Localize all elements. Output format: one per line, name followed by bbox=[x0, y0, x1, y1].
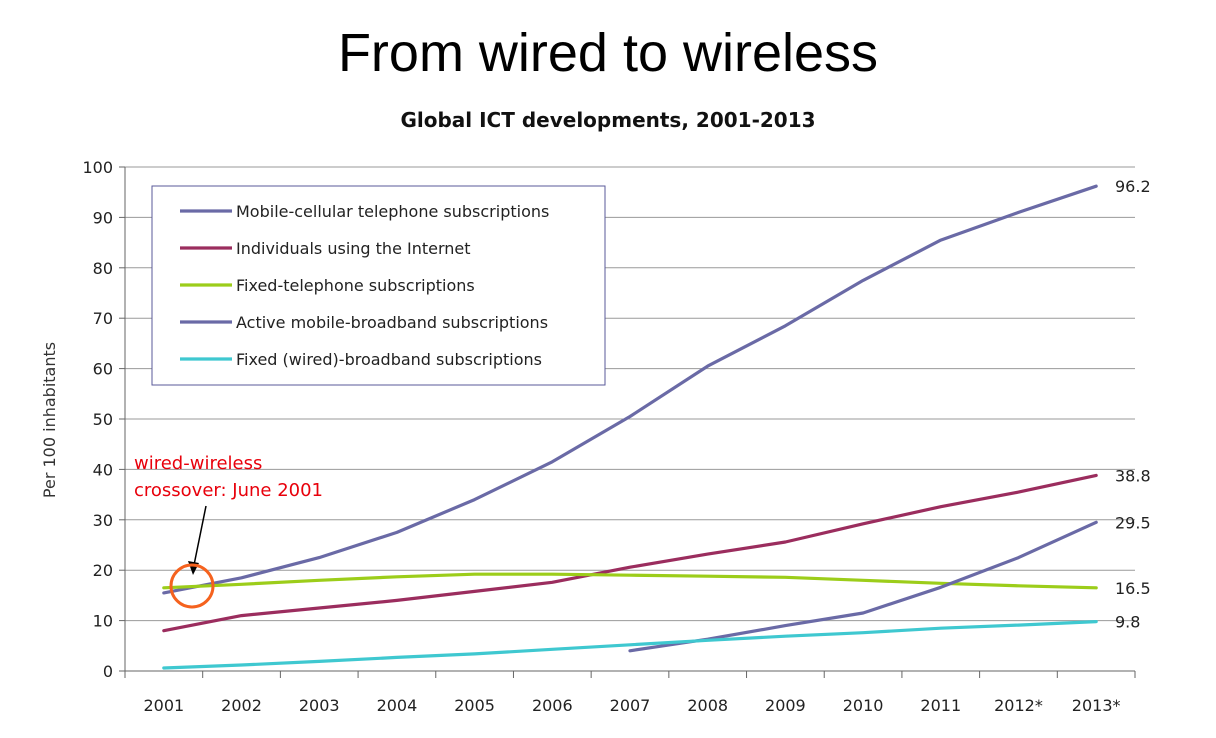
y-tick-label-30: 30 bbox=[93, 511, 113, 530]
legend-label-0: Mobile-cellular telephone subscriptions bbox=[236, 202, 549, 221]
y-tick-label-100: 100 bbox=[82, 158, 113, 177]
x-tick-label-2004: 2004 bbox=[377, 696, 418, 715]
end-label-1: 38.8 bbox=[1115, 466, 1151, 485]
x-tick-labels: 2001 2002 2003 2004 2005 2006 2007 2008 2009 2010… bbox=[143, 696, 1120, 715]
annotation-arrowhead bbox=[188, 561, 199, 575]
y-tick-label-50: 50 bbox=[93, 410, 113, 429]
chart-title: Global ICT developments, 2001-2013 bbox=[400, 108, 816, 132]
y-tick-labels: 0 10 20 30 40 50 60 70 80 90 100 bbox=[82, 158, 113, 681]
series-lines bbox=[162, 184, 1098, 670]
series-line-0 bbox=[162, 184, 1098, 595]
series-line-2 bbox=[162, 572, 1098, 590]
y-tick-label-70: 70 bbox=[93, 309, 113, 328]
x-tick-label-2010: 2010 bbox=[843, 696, 884, 715]
series-line-4 bbox=[162, 619, 1098, 670]
crossover-annotation: wired-wireless crossover: June 2001 bbox=[134, 453, 323, 609]
x-tick-label-2006: 2006 bbox=[532, 696, 573, 715]
x-tick-label-2005: 2005 bbox=[454, 696, 495, 715]
y-tick-label-0: 0 bbox=[103, 662, 113, 681]
legend: Mobile-cellular telephone subscriptions I… bbox=[151, 185, 606, 386]
y-tick-label-60: 60 bbox=[93, 360, 113, 379]
end-label-2: 16.5 bbox=[1115, 579, 1151, 598]
series-line-1 bbox=[162, 473, 1098, 633]
x-tick-label-2001: 2001 bbox=[143, 696, 184, 715]
end-label-0: 96.2 bbox=[1115, 177, 1151, 196]
x-tick-label-2007: 2007 bbox=[610, 696, 651, 715]
legend-label-2: Fixed-telephone subscriptions bbox=[236, 276, 475, 295]
slide-title: From wired to wireless bbox=[337, 23, 879, 83]
y-tick-label-80: 80 bbox=[93, 259, 113, 278]
y-axis-label: Per 100 inhabitants bbox=[40, 342, 59, 498]
x-tick-label-2003: 2003 bbox=[299, 696, 340, 715]
x-tick-label-2009: 2009 bbox=[765, 696, 806, 715]
axes bbox=[119, 166, 1136, 678]
x-tick-label-2012-star: 2012* bbox=[994, 696, 1043, 715]
y-tick-label-40: 40 bbox=[93, 460, 113, 479]
legend-label-1: Individuals using the Internet bbox=[236, 239, 471, 258]
end-label-4: 9.8 bbox=[1115, 613, 1140, 632]
legend-label-4: Fixed (wired)-broadband subscriptions bbox=[236, 350, 542, 369]
y-tick-label-20: 20 bbox=[93, 561, 113, 580]
annotation-text-line-0: wired-wireless bbox=[134, 453, 262, 474]
annotation-text-line-1: crossover: June 2001 bbox=[134, 480, 323, 501]
legend-label-3: Active mobile-broadband subscriptions bbox=[236, 313, 548, 332]
y-tick-label-90: 90 bbox=[93, 208, 113, 227]
end-value-labels: 96.2 38.8 16.5 29.5 9.8 bbox=[1115, 177, 1151, 631]
x-tick-label-2002: 2002 bbox=[221, 696, 262, 715]
end-label-3: 29.5 bbox=[1115, 513, 1151, 532]
crossover-circle bbox=[169, 563, 215, 609]
x-tick-label-2008: 2008 bbox=[687, 696, 728, 715]
x-tick-label-2011: 2011 bbox=[920, 696, 961, 715]
x-tick-label-2013-star: 2013* bbox=[1072, 696, 1121, 715]
annotation-arrow-shaft bbox=[193, 505, 207, 566]
y-tick-label-10: 10 bbox=[93, 612, 113, 631]
